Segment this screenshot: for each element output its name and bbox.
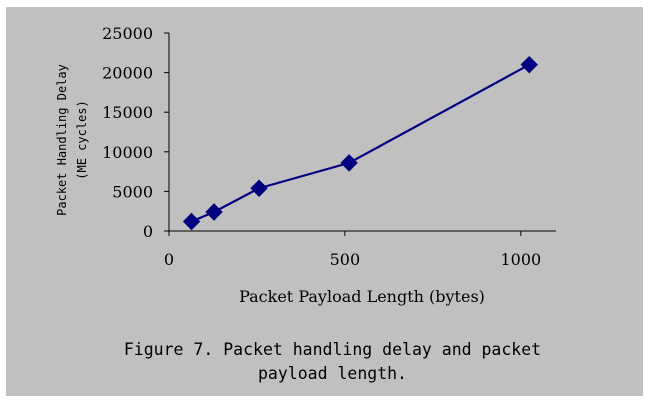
y-axis-label-group: Packet Handling Delay (ME cycles): [55, 64, 89, 216]
caption-line-1: Figure 7. Packet handling delay and pack…: [123, 340, 542, 359]
x-tick-label: 0: [164, 250, 174, 269]
x-tick-label: 500: [330, 250, 361, 269]
y-tick-label: 0: [143, 222, 153, 241]
data-point-marker: [520, 55, 538, 74]
caption-line-2: payload length.: [257, 364, 407, 383]
y-axis-label: Packet Handling Delay: [55, 64, 69, 216]
figure-caption: Figure 7. Packet handling delay and pack…: [60, 338, 605, 386]
series-line: [191, 63, 530, 223]
y-tick-label: 10000: [102, 143, 153, 162]
y-ticks: 0 5000 10000 15000 20000 25000: [102, 24, 169, 241]
x-ticks: 0 500 1000: [164, 231, 541, 269]
y-tick-label: 5000: [112, 182, 153, 201]
y-tick-label: 15000: [102, 103, 153, 122]
data-point-marker: [182, 212, 201, 231]
y-tick-label: 20000: [102, 64, 153, 83]
x-axis-label: Packet Payload Length (bytes): [239, 287, 485, 306]
data-point-marker: [250, 179, 268, 197]
axes: [168, 33, 556, 232]
figure-background: [6, 7, 643, 396]
y-axis-unit-label: (ME cycles): [75, 100, 89, 179]
data-point-marker: [340, 154, 358, 172]
x-tick-label: 1000: [500, 250, 541, 269]
data-point-marker: [205, 203, 223, 221]
y-tick-label: 25000: [102, 24, 153, 43]
series-group: [182, 55, 538, 231]
